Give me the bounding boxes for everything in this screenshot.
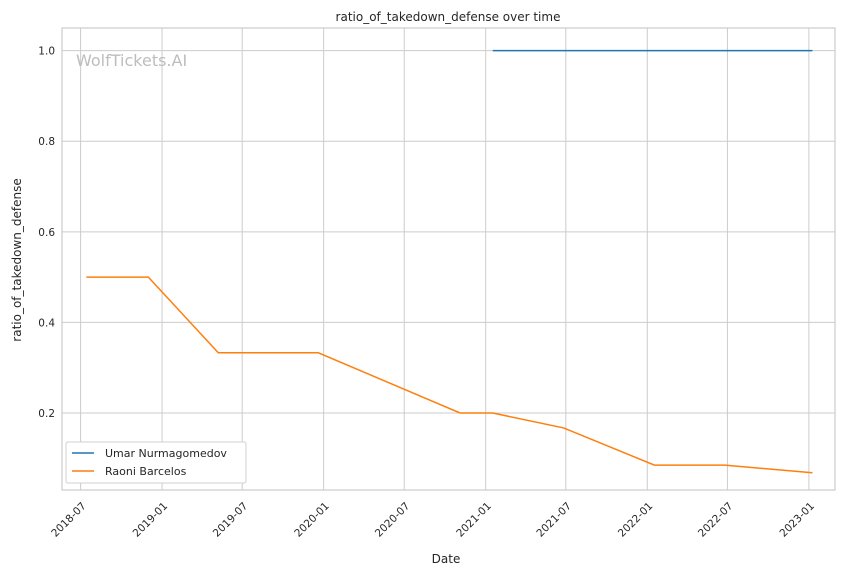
x-tick-label: 2019-01 <box>131 500 171 540</box>
y-tick-label: 0.6 <box>38 227 55 239</box>
x-tick-label: 2022-07 <box>696 500 736 540</box>
x-tick-label: 2021-07 <box>534 500 574 540</box>
x-tick-label: 2021-01 <box>454 500 494 540</box>
y-axis-label: ratio_of_takedown_defense <box>10 178 24 341</box>
legend: Umar Nurmagomedov Raoni Barcelos <box>65 441 247 484</box>
x-tick-label: 2023-01 <box>777 500 817 540</box>
x-tick-label: 2020-07 <box>373 500 413 540</box>
legend-label-1: Raoni Barcelos <box>105 465 187 478</box>
x-tick-label: 2018-07 <box>49 500 89 540</box>
x-tick-label: 2020-01 <box>292 500 332 540</box>
chart-title: ratio_of_takedown_defense over time <box>336 10 561 24</box>
legend-label-0: Umar Nurmagomedov <box>105 447 227 460</box>
y-tick-label: 0.8 <box>38 136 55 148</box>
plot-frame <box>61 27 836 491</box>
x-tick-label: 2022-01 <box>616 500 656 540</box>
x-axis-label: Date <box>432 552 461 566</box>
series-line-1 <box>86 276 813 474</box>
y-tick-label: 0.2 <box>38 408 55 420</box>
y-tick-label: 1.0 <box>38 46 55 58</box>
watermark: WolfTickets.AI <box>76 51 187 70</box>
x-tick-label: 2019-07 <box>211 500 251 540</box>
y-tick-label: 0.4 <box>38 317 55 329</box>
